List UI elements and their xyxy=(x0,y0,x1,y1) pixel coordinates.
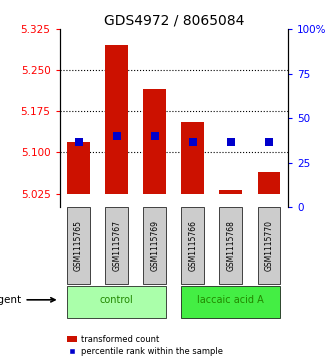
Bar xyxy=(105,45,128,193)
Bar xyxy=(258,172,280,193)
Point xyxy=(76,139,81,144)
Text: GSM1115768: GSM1115768 xyxy=(226,220,235,271)
Text: agent: agent xyxy=(0,295,55,305)
Point xyxy=(114,133,119,139)
FancyBboxPatch shape xyxy=(181,207,204,284)
FancyBboxPatch shape xyxy=(219,207,242,284)
Text: laccaic acid A: laccaic acid A xyxy=(198,295,264,305)
Point xyxy=(190,139,195,144)
Text: GSM1115767: GSM1115767 xyxy=(112,220,121,271)
Point xyxy=(228,139,234,144)
Text: GSM1115769: GSM1115769 xyxy=(150,220,159,271)
FancyBboxPatch shape xyxy=(105,207,128,284)
Text: GSM1115770: GSM1115770 xyxy=(264,220,273,271)
Text: control: control xyxy=(100,295,133,305)
Legend: transformed count, percentile rank within the sample: transformed count, percentile rank withi… xyxy=(64,332,227,359)
FancyBboxPatch shape xyxy=(258,207,280,284)
FancyBboxPatch shape xyxy=(67,286,166,318)
FancyBboxPatch shape xyxy=(143,207,166,284)
Point xyxy=(266,139,271,144)
FancyBboxPatch shape xyxy=(181,286,280,318)
Point xyxy=(152,133,158,139)
Text: GSM1115766: GSM1115766 xyxy=(188,220,197,271)
Bar xyxy=(181,122,204,193)
Bar xyxy=(143,89,166,193)
Text: GSM1115765: GSM1115765 xyxy=(74,220,83,271)
Bar xyxy=(67,142,90,193)
Title: GDS4972 / 8065084: GDS4972 / 8065084 xyxy=(104,14,244,28)
FancyBboxPatch shape xyxy=(67,207,90,284)
Bar xyxy=(219,190,242,193)
